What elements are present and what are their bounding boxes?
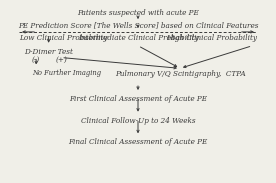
Text: (-): (-) (32, 56, 40, 64)
Text: Pulmonary V/Q Scintigraphy,  CTPA: Pulmonary V/Q Scintigraphy, CTPA (115, 70, 245, 78)
Text: Intermediate Clinical Probability: Intermediate Clinical Probability (78, 34, 198, 42)
Text: (+): (+) (55, 56, 67, 64)
Text: First Clinical Assessment of Acute PE: First Clinical Assessment of Acute PE (69, 95, 207, 103)
Text: D-Dimer Test: D-Dimer Test (24, 48, 73, 56)
Text: High Clinical Probability: High Clinical Probability (166, 34, 257, 42)
Text: Patients suspected with acute PE: Patients suspected with acute PE (77, 9, 199, 17)
Text: Low Clinical Probability: Low Clinical Probability (19, 34, 108, 42)
Text: PE Prediction Score [The Wells Score] based on Clinical Features: PE Prediction Score [The Wells Score] ba… (18, 21, 258, 29)
Text: Clinical Follow-Up to 24 Weeks: Clinical Follow-Up to 24 Weeks (81, 117, 195, 125)
Text: Final Clinical Assessment of Acute PE: Final Clinical Assessment of Acute PE (68, 138, 208, 146)
Text: No Further Imaging: No Further Imaging (32, 69, 101, 77)
